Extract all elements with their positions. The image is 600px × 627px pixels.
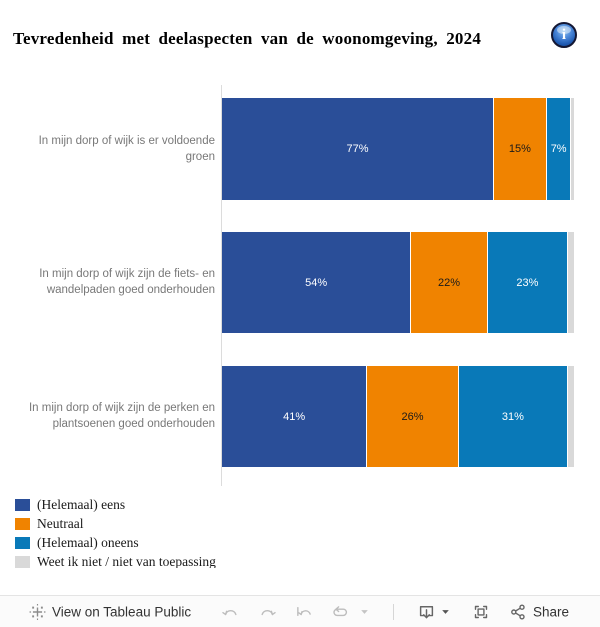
legend-swatch: [15, 555, 30, 568]
info-icon-glyph: i: [561, 27, 567, 43]
bar-segment[interactable]: 31%: [457, 366, 567, 467]
legend-label: (Helemaal) oneens: [37, 534, 139, 550]
bar-value-label: 15%: [508, 143, 531, 155]
bar-segment[interactable]: 15%: [493, 98, 546, 200]
bar-segment[interactable]: 26%: [366, 366, 458, 467]
bar-value-label: 41%: [283, 410, 306, 423]
legend-swatch: [15, 536, 30, 549]
info-icon-gloss: [557, 26, 571, 34]
legend-swatch: [15, 498, 30, 511]
fullscreen-icon[interactable]: [471, 602, 491, 622]
legend-item[interactable]: (Helemaal) oneens: [15, 533, 445, 552]
legend-item[interactable]: Weet ik niet / niet van toepassing: [15, 552, 445, 568]
refresh-icon[interactable]: [330, 602, 350, 622]
bar-row: 41% 26% 31%: [222, 366, 574, 467]
bar-segment[interactable]: [567, 232, 574, 333]
bar-value-label: 23%: [516, 276, 539, 289]
bar-segment[interactable]: 54%: [222, 232, 411, 333]
view-on-tableau-public-link[interactable]: View on Tableau Public: [52, 604, 192, 619]
bar-segment[interactable]: [570, 98, 574, 200]
category-label: In mijn dorp of wijk zijn de perken en p…: [28, 402, 215, 430]
revert-icon[interactable]: [295, 602, 314, 621]
bar-value-label: 22%: [438, 276, 461, 289]
bar-segment[interactable]: [566, 366, 574, 467]
share-button-label[interactable]: Share: [533, 604, 570, 619]
legend-label: (Helemaal) eens: [37, 496, 126, 512]
download-icon[interactable]: [416, 601, 437, 622]
bar-value-label: 54%: [305, 276, 328, 289]
legend: (Helemaal) eens Neutraal (Helemaal) oneens…: [15, 495, 445, 568]
legend-item[interactable]: (Helemaal) eens: [15, 495, 445, 514]
chart-title: Tevredenheid met deelaspecten van de woo…: [13, 29, 482, 48]
bar-segment[interactable]: 41%: [222, 366, 367, 467]
legend-swatch: [15, 517, 30, 530]
download-caret-icon[interactable]: [440, 606, 451, 617]
bar-segment[interactable]: 22%: [410, 232, 487, 333]
refresh-caret-icon[interactable]: [359, 606, 370, 617]
bar-segment[interactable]: 77%: [222, 98, 494, 200]
category-label: In mijn dorp of wijk is er voldoende gro…: [38, 135, 215, 163]
legend-item[interactable]: Neutraal: [15, 514, 445, 533]
bar-value-label: 7%: [550, 143, 567, 155]
undo-icon[interactable]: [221, 602, 240, 621]
toolbar-divider: [393, 603, 394, 620]
bar-row: 77% 15% 7%: [222, 98, 574, 200]
legend-label: Weet ik niet / niet van toepassing: [37, 553, 216, 569]
legend-label: Neutraal: [37, 515, 84, 531]
bar-segment[interactable]: 23%: [486, 232, 568, 333]
info-icon[interactable]: i: [551, 22, 577, 48]
bar-row: 54% 22% 23%: [222, 232, 574, 333]
tableau-logo-icon[interactable]: [28, 602, 47, 621]
bar-value-label: 77%: [346, 143, 369, 155]
category-label: In mijn dorp of wijk zijn de fiets- en w…: [39, 268, 215, 296]
bar-segment[interactable]: 7%: [545, 98, 571, 200]
y-axis-line: [221, 85, 222, 486]
bar-value-label: 26%: [401, 410, 424, 423]
bar-value-label: 31%: [501, 410, 524, 423]
tableau-toolbar: View on Tableau Public: [0, 595, 600, 627]
redo-icon[interactable]: [258, 602, 277, 621]
share-icon[interactable]: [508, 602, 528, 622]
